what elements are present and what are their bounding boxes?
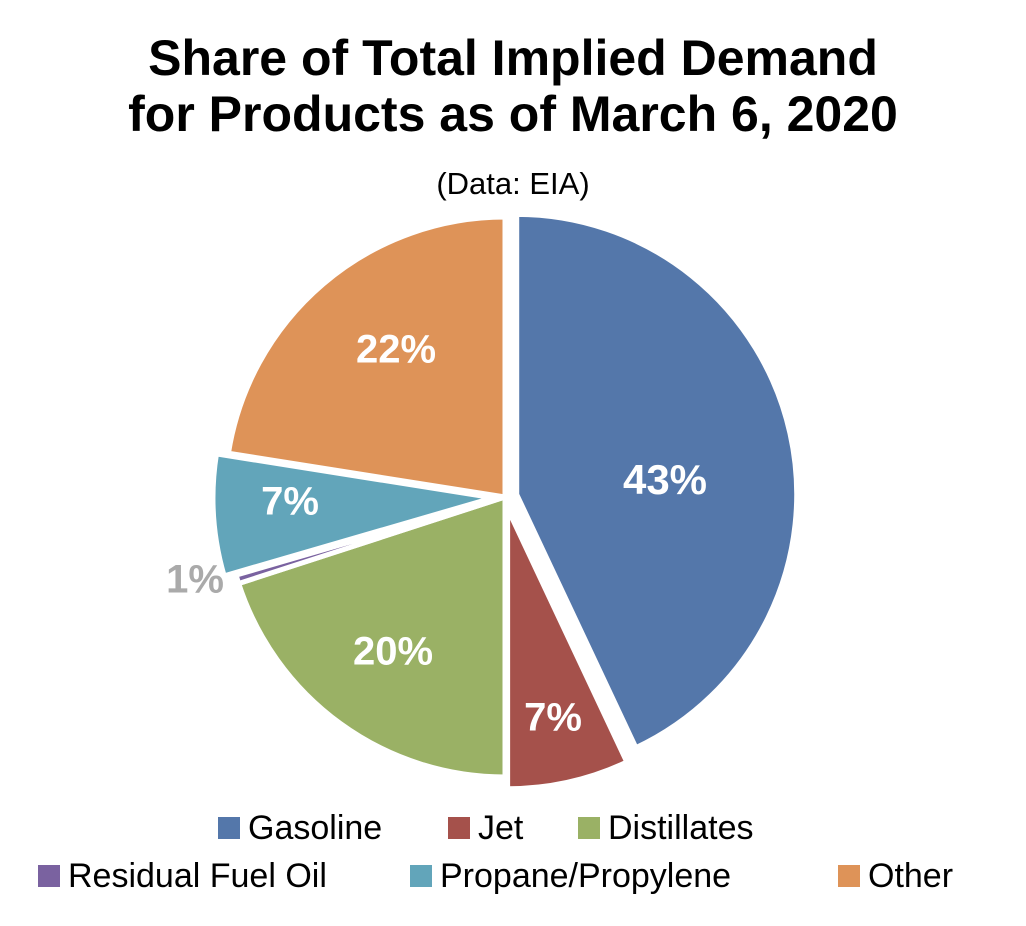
- legend-item-residual-fuel-oil: Residual Fuel Oil: [38, 854, 327, 898]
- legend-swatch-distillates: [578, 817, 600, 839]
- data-label-gasoline: 43%: [623, 456, 707, 503]
- legend-swatch-jet: [448, 817, 470, 839]
- pie-slice-residual-fuel-oil: [233, 494, 508, 587]
- chart-subtitle: (Data: EIA): [436, 166, 590, 201]
- legend-swatch-residual-fuel-oil: [38, 865, 60, 887]
- legend-item-jet: Jet: [448, 806, 523, 850]
- pie-slice-gasoline: [514, 211, 800, 751]
- legend-label-distillates: Distillates: [608, 808, 754, 847]
- legend-label-gasoline: Gasoline: [248, 808, 383, 847]
- chart-title: Share of Total Implied Demand for Produc…: [0, 30, 1026, 142]
- data-label-distillates: 20%: [353, 630, 433, 674]
- data-label-residual-fuel-oil: 1%: [166, 558, 224, 602]
- data-label-jet: 7%: [524, 696, 582, 740]
- legend-label-residual-fuel-oil: Residual Fuel Oil: [68, 856, 327, 895]
- pie-slice-propane-propylene: [210, 451, 496, 579]
- data-label-propane-propylene: 7%: [261, 480, 319, 524]
- legend-label-jet: Jet: [478, 808, 524, 847]
- chart-title-line-1: Share of Total Implied Demand: [148, 30, 878, 86]
- legend-item-gasoline: Gasoline: [218, 806, 382, 850]
- pie-slice-distillates: [236, 494, 508, 780]
- data-label-other: 22%: [356, 328, 436, 372]
- pie-slice-jet: [505, 506, 630, 792]
- legend-swatch-other: [838, 865, 860, 887]
- legend-row-2: Residual Fuel Oil Propane/Propylene Othe…: [0, 854, 1026, 898]
- legend-label-other: Other: [868, 856, 954, 895]
- legend-swatch-propane-propylene: [410, 865, 432, 887]
- pie-slice-other: [225, 214, 508, 500]
- legend-item-distillates: Distillates: [578, 806, 753, 850]
- legend-item-other: Other: [838, 854, 953, 898]
- legend-item-propane-propylene: Propane/Propylene: [410, 854, 731, 898]
- legend-row-1: Gasoline Jet Distillates: [0, 806, 1026, 850]
- legend-swatch-gasoline: [218, 817, 240, 839]
- chart-title-line-2: for Products as of March 6, 2020: [128, 86, 898, 142]
- legend-label-propane-propylene: Propane/Propylene: [440, 856, 732, 895]
